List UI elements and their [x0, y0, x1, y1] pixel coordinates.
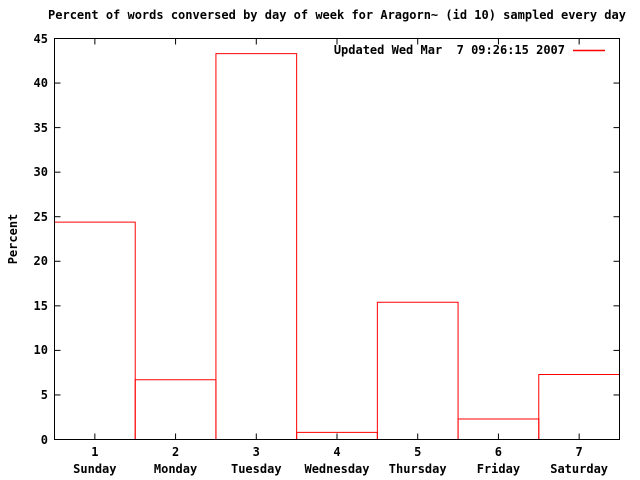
y-tick-label: 10: [33, 343, 48, 358]
x-category-label: Friday: [476, 462, 521, 476]
x-category-label: Thursday: [388, 462, 447, 476]
x-tick-label: 5: [414, 445, 422, 459]
y-axis-label: Percent: [6, 213, 20, 265]
bar-monday: [134, 379, 217, 440]
y-tick-label: 20: [33, 254, 48, 269]
y-tick-label: 15: [33, 298, 48, 313]
y-tick-label: 40: [33, 76, 48, 91]
x-category-label: Monday: [153, 462, 198, 476]
x-tick-label: 1: [91, 445, 99, 459]
y-tick-label: 5: [40, 387, 48, 402]
y-tick-label: 35: [33, 120, 48, 135]
x-tick-label: 2: [171, 445, 180, 459]
x-category-label: Tuesday: [230, 462, 282, 476]
x-tick-label: 4: [333, 445, 341, 459]
bar-thursday: [376, 301, 459, 440]
x-tick-label: 7: [575, 445, 583, 459]
x-category-label: Wednesday: [304, 462, 370, 476]
x-tick-label: 6: [494, 445, 503, 459]
chart-title: Percent of words conversed by day of wee…: [48, 8, 626, 22]
y-tick-label: 45: [33, 31, 48, 46]
y-tick-label: 25: [33, 209, 48, 224]
y-tick-label: 0: [40, 432, 48, 447]
x-category-label: Saturday: [550, 462, 609, 476]
bar-saturday: [538, 373, 620, 440]
bar-sunday: [54, 221, 136, 440]
x-tick-label: 3: [252, 445, 260, 459]
legend-label: Updated Wed Mar 7 09:26:15 2007: [333, 43, 565, 57]
x-category-label: Sunday: [73, 462, 117, 476]
y-tick-label: 30: [33, 165, 48, 180]
bar-tuesday: [215, 53, 298, 440]
